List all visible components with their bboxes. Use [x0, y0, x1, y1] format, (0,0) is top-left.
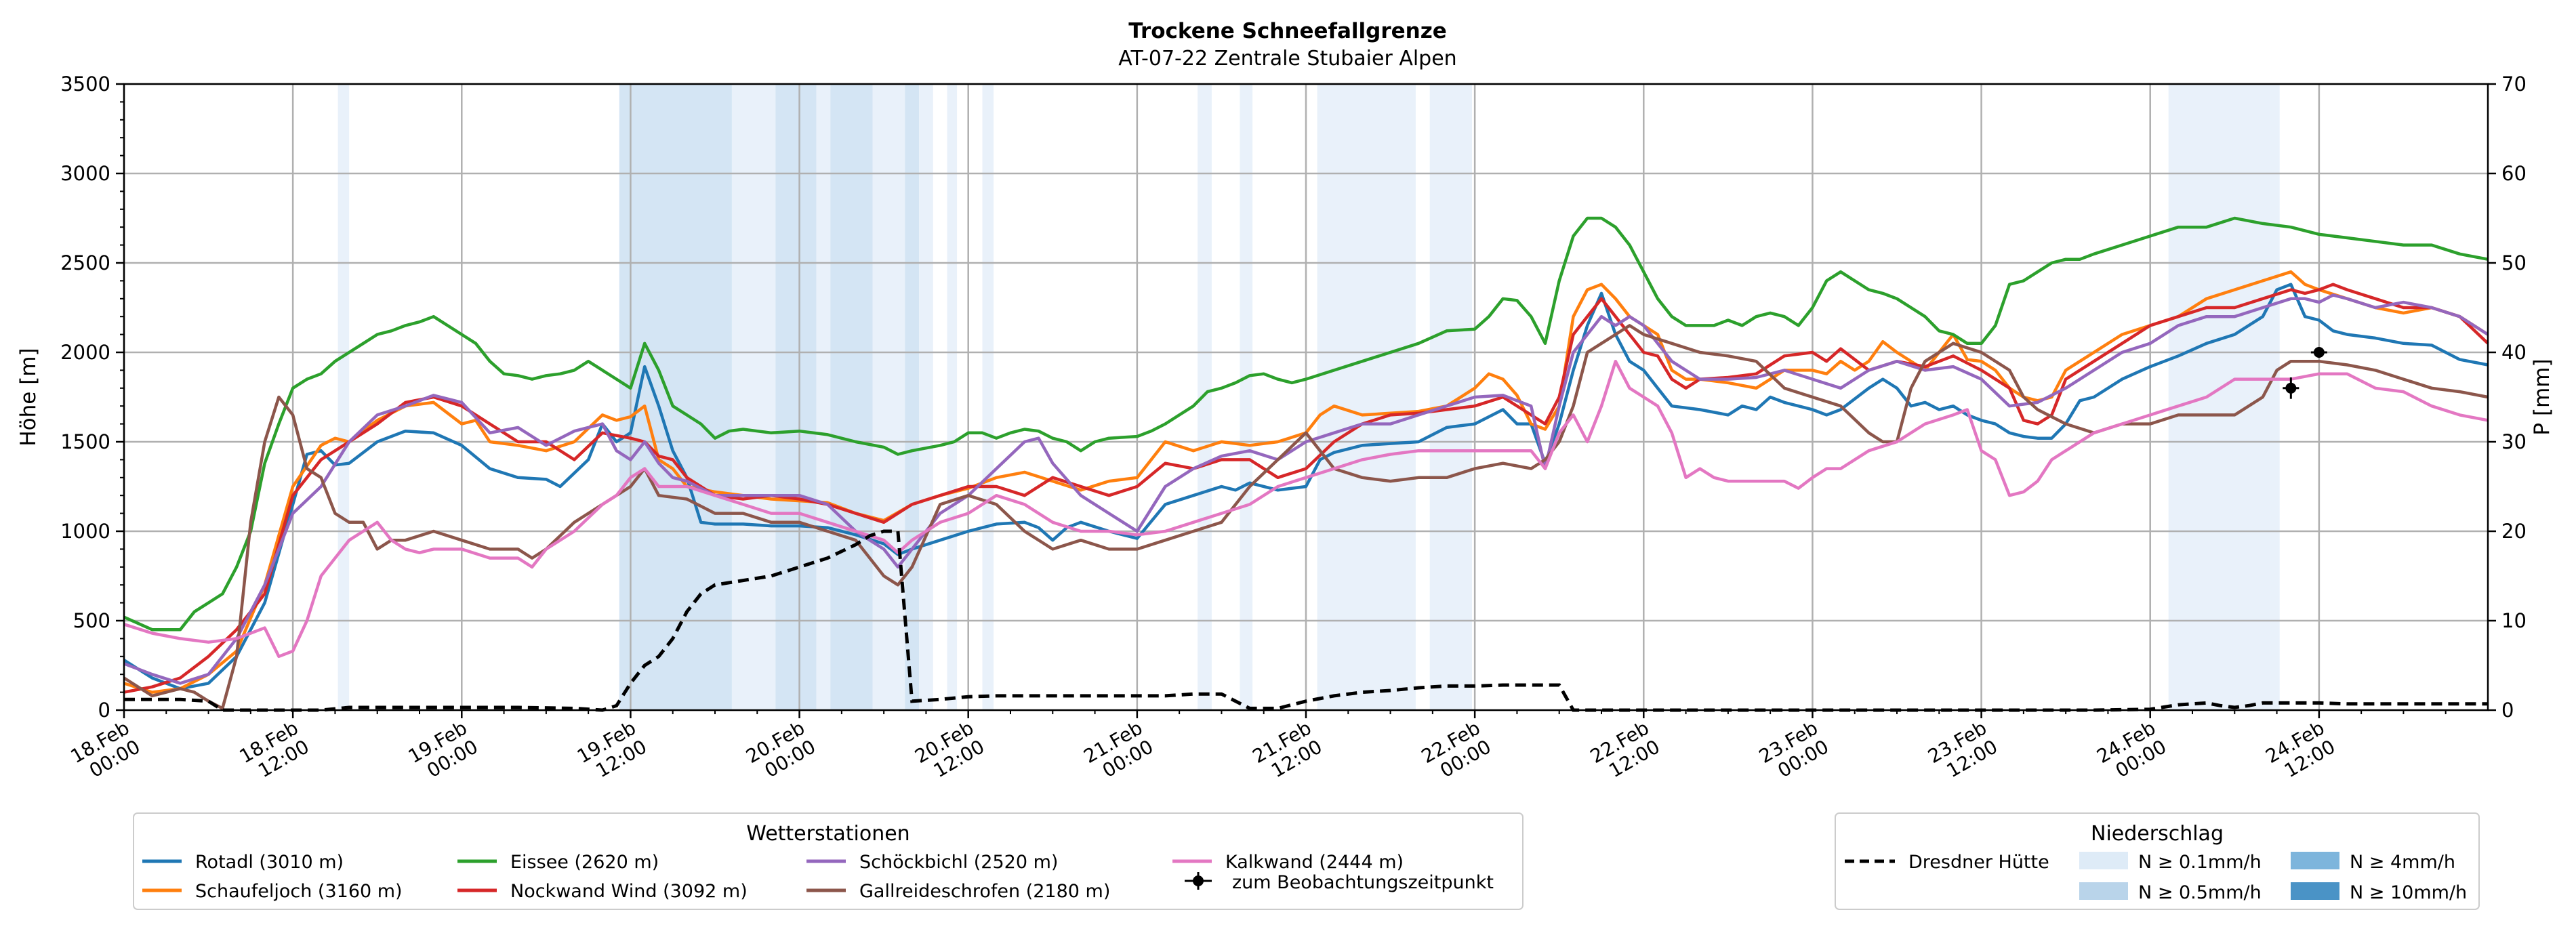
y-tick-label: 1000 — [60, 520, 110, 543]
series-line — [123, 216, 2489, 632]
legend-precip-item: N ≥ 10mm/h — [2291, 882, 2467, 903]
precip-band — [1198, 84, 1212, 710]
precip-band — [947, 84, 958, 710]
observations — [2283, 347, 2327, 399]
legend-station-label: Schaufeljoch (3160 m) — [195, 881, 403, 902]
legend-station-item: Nockwand Wind (3092 m) — [457, 881, 748, 902]
legend-station-label: Gallreideschrofen (2180 m) — [859, 881, 1110, 902]
precip-line — [124, 529, 2488, 712]
y-right-tick-label: 70 — [2501, 73, 2527, 96]
legend-stations-title: Wetterstationen — [746, 822, 909, 846]
y-tick-label: 1500 — [60, 430, 110, 453]
legend-precip-label-3: N ≥ 4mm/h — [2350, 852, 2455, 873]
y-tick-label: 2000 — [60, 341, 110, 364]
y-right-tick-label: 40 — [2501, 341, 2527, 364]
chart-title: Trockene Schneefallgrenze — [1128, 19, 1447, 43]
precip-band — [619, 84, 732, 710]
legend-observation: zum Beobachtungszeitpunkt — [1185, 872, 1494, 893]
legend-station-item: Kalkwand (2444 m) — [1172, 852, 1404, 873]
precip-band — [1317, 84, 1416, 710]
series-line — [123, 359, 2489, 659]
y-axis-right: 0 10 20 30 40 50 60 70 — [2488, 73, 2527, 722]
legend-precip-item: N ≥ 0.5mm/h — [2079, 882, 2262, 903]
legend-station-item: Rotadl (3010 m) — [142, 852, 344, 873]
legend-precip-swatch-2 — [2079, 882, 2128, 900]
legend-stations: Wetterstationen Rotadl (3010 m) Schaufelj… — [133, 812, 1524, 910]
y-right-tick-label: 30 — [2501, 430, 2527, 453]
y-tick-label: 2500 — [60, 251, 110, 274]
series-line — [123, 293, 2489, 685]
y-right-tick-label: 20 — [2501, 520, 2527, 543]
legend-precip-title: Niederschlag — [2091, 822, 2224, 846]
legend-observation-marker — [1193, 875, 1204, 886]
legend-station-item: Gallreideschrofen (2180 m) — [806, 881, 1110, 902]
y-right-tick-label: 10 — [2501, 609, 2527, 632]
precip-band — [919, 84, 933, 710]
legend-station-item: Eissee (2620 m) — [457, 852, 659, 873]
legend-station-item: Schaufeljoch (3160 m) — [142, 881, 403, 902]
precip-band — [731, 84, 776, 710]
y-right-tick-label: 0 — [2501, 699, 2514, 722]
y-tick-label: 500 — [73, 609, 110, 632]
legend-precip-item: N ≥ 0.1mm/h — [2079, 852, 2262, 873]
legend-precip: Niederschlag Dresdner Hütte N ≥ 0.1mm/h … — [1835, 812, 2480, 910]
legend-precip-item: N ≥ 4mm/h — [2291, 852, 2455, 873]
legend-station-label: Eissee (2620 m) — [510, 852, 659, 873]
y-axis-label-right: P [mm] — [2530, 358, 2554, 435]
precip-series — [124, 529, 2488, 712]
legend-station-label: Kalkwand (2444 m) — [1225, 852, 1404, 873]
y-tick-label: 0 — [98, 699, 110, 722]
precip-band — [830, 84, 873, 710]
precip-band — [872, 84, 905, 710]
legend-precip-swatch-3 — [2291, 852, 2339, 869]
legend-station-item: Schöckbichl (2520 m) — [806, 852, 1058, 873]
y-tick-label: 3000 — [60, 162, 110, 185]
y-axis-left: 0 500 1000 1500 2000 2500 3000 3500 — [60, 73, 124, 722]
y-axis-label: Höhe [m] — [16, 348, 41, 446]
legend-observation-label: zum Beobachtungszeitpunkt — [1232, 872, 1494, 893]
precip-band — [982, 84, 994, 710]
legend-stations-items: Rotadl (3010 m) Schaufeljoch (3160 m) Eiss… — [142, 852, 1404, 902]
precip-band — [338, 84, 350, 710]
series-line — [123, 324, 2489, 710]
y-right-tick-label: 50 — [2501, 251, 2527, 274]
precip-band — [1429, 84, 1472, 710]
precip-band — [1240, 84, 1253, 710]
legend-station-label: Rotadl (3010 m) — [195, 852, 344, 873]
precip-band — [816, 84, 831, 710]
observation-point — [2313, 347, 2325, 358]
y-right-tick-label: 60 — [2501, 162, 2527, 185]
legend-precip-swatch-1 — [2079, 852, 2128, 869]
legend-precip-label-1: N ≥ 0.1mm/h — [2138, 852, 2262, 873]
legend-precip-label-4: N ≥ 10mm/h — [2350, 882, 2467, 903]
y-tick-label: 3500 — [60, 73, 110, 96]
precip-band — [905, 84, 920, 710]
legend-station-label: Schöckbichl (2520 m) — [859, 852, 1058, 873]
legend-precip-label-2: N ≥ 0.5mm/h — [2138, 882, 2262, 903]
legend-station-label: Nockwand Wind (3092 m) — [510, 881, 748, 902]
legend-precip-station-label: Dresdner Hütte — [1908, 852, 2049, 873]
observation-point — [2285, 382, 2297, 394]
chart-subtitle: AT-07-22 Zentrale Stubaier Alpen — [1118, 47, 1456, 70]
precip-band — [775, 84, 817, 710]
station-series — [123, 216, 2489, 710]
legend-precip-swatch-4 — [2291, 882, 2339, 900]
